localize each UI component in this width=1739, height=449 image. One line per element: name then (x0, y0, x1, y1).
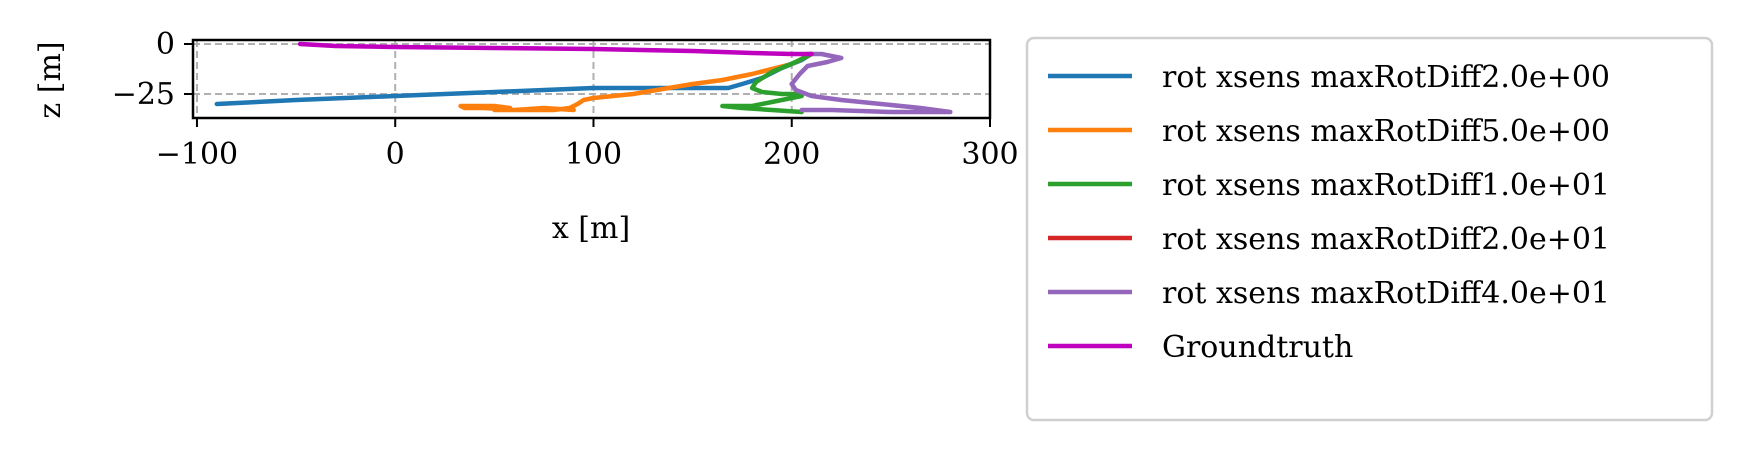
x-tick-label: 100 (565, 137, 622, 172)
legend-entry-label: Groundtruth (1162, 330, 1353, 365)
x-tick-label: −100 (156, 137, 238, 172)
legend-box (1025, 36, 1714, 422)
series-line-2 (720, 51, 814, 115)
plot-frame (191, 38, 992, 120)
legend-entry-label: rot xsens maxRotDiff2.0e+01 (1162, 222, 1610, 257)
grid-lines (193, 40, 990, 118)
x-tick-label: 200 (763, 137, 820, 172)
series-line-4 (789, 51, 953, 115)
y-tick-label: 0 (156, 27, 175, 62)
series-layer (214, 41, 953, 115)
x-axis-label: x [m] (552, 211, 630, 246)
legend-entry-label: rot xsens maxRotDiff2.0e+00 (1162, 60, 1610, 95)
axis-ticks: −100 0 100 200 300 0 −25 (112, 27, 1019, 172)
y-axis-label: z [m] (33, 41, 68, 118)
legend-entry-label: rot xsens maxRotDiff4.0e+01 (1162, 276, 1610, 311)
series-line-6 (297, 41, 814, 57)
x-tick-label: 0 (386, 137, 405, 172)
legend-entry-label: rot xsens maxRotDiff1.0e+01 (1162, 168, 1610, 203)
legend-entry-label: rot xsens maxRotDiff5.0e+00 (1162, 114, 1610, 149)
series-line-1 (458, 51, 814, 113)
x-tick-label: 300 (961, 137, 1018, 172)
legend: rot xsens maxRotDiff2.0e+00 rot xsens max… (1025, 36, 1714, 422)
y-tick-label: −25 (112, 77, 175, 112)
